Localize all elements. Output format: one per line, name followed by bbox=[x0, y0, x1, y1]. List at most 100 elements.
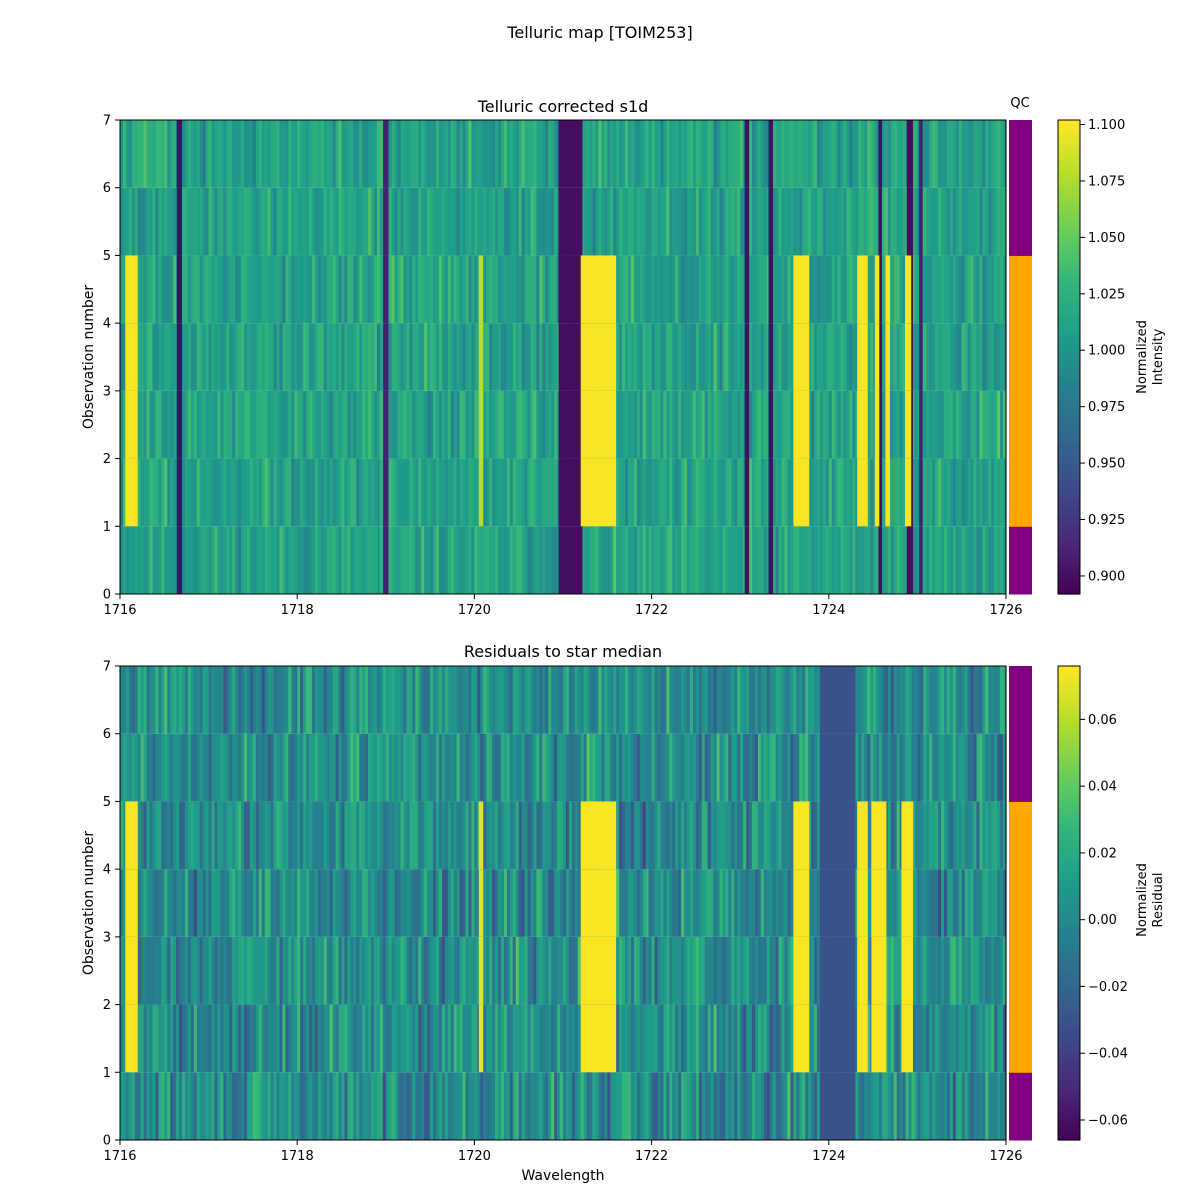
heatmap-cell bbox=[545, 1004, 549, 1073]
heatmap-cell bbox=[988, 323, 992, 391]
heatmap-cell bbox=[453, 801, 458, 870]
heatmap-cell bbox=[498, 936, 502, 1005]
colorbar-segment bbox=[1058, 127, 1080, 133]
heatmap-cell bbox=[456, 526, 461, 594]
heatmap-cell bbox=[311, 120, 316, 188]
heatmap-cell bbox=[199, 1004, 204, 1073]
heatmap-absorption-band bbox=[768, 526, 773, 594]
heatmap-cell bbox=[890, 801, 895, 870]
heatmap-cell bbox=[864, 187, 868, 256]
heatmap-cell bbox=[512, 323, 517, 391]
heatmap-cell bbox=[341, 666, 346, 734]
heatmap-absorption-band bbox=[383, 526, 389, 594]
heatmap-cell bbox=[660, 323, 665, 391]
heatmap-cell bbox=[873, 526, 877, 594]
heatmap-cell bbox=[929, 936, 933, 1005]
heatmap-cell bbox=[973, 666, 978, 734]
heatmap-cell bbox=[173, 1004, 177, 1073]
heatmap-cell bbox=[359, 255, 363, 324]
heatmap-bright-band bbox=[125, 869, 138, 937]
colorbar-segment bbox=[1058, 372, 1080, 378]
heatmap-cell bbox=[131, 666, 136, 734]
heatmap-cell bbox=[394, 1072, 399, 1140]
heatmap-cell bbox=[884, 1004, 889, 1073]
heatmap-cell bbox=[137, 458, 142, 527]
heatmap-cell bbox=[468, 801, 473, 870]
heatmap-cell bbox=[551, 187, 555, 256]
heatmap-cell bbox=[444, 666, 449, 734]
heatmap-cell bbox=[976, 869, 981, 937]
heatmap-cell bbox=[495, 390, 499, 459]
heatmap-cell bbox=[258, 801, 263, 870]
heatmap-cell bbox=[418, 526, 422, 594]
heatmap-cell bbox=[291, 1072, 295, 1140]
heatmap-cell bbox=[394, 458, 399, 527]
colorbar-segment bbox=[1058, 752, 1080, 758]
heatmap-cell bbox=[199, 936, 204, 1005]
heatmap-cell bbox=[639, 1004, 644, 1073]
heatmap-bright-band bbox=[857, 255, 868, 324]
heatmap-cell bbox=[757, 458, 762, 527]
heatmap-cell bbox=[214, 458, 219, 527]
heatmap-cell bbox=[433, 869, 437, 937]
heatmap-cell bbox=[613, 526, 617, 594]
heatmap-cell bbox=[394, 733, 399, 802]
heatmap-cell bbox=[244, 1004, 248, 1073]
heatmap-cell bbox=[625, 120, 629, 188]
heatmap-cell bbox=[436, 801, 440, 870]
heatmap-cell bbox=[743, 936, 747, 1005]
heatmap-cell bbox=[190, 801, 195, 870]
heatmap-cell bbox=[518, 1004, 523, 1073]
heatmap-cell bbox=[530, 801, 535, 870]
heatmap-cell bbox=[881, 390, 886, 459]
heatmap-cell bbox=[190, 733, 195, 802]
heatmap-cell bbox=[571, 801, 576, 870]
heatmap-cell bbox=[524, 869, 529, 937]
heatmap-cell bbox=[208, 255, 213, 324]
heatmap-cell bbox=[625, 526, 629, 594]
heatmap-cell bbox=[805, 120, 809, 188]
heatmap-cell bbox=[241, 733, 245, 802]
heatmap-cell bbox=[994, 255, 998, 324]
heatmap-cell bbox=[967, 1072, 972, 1140]
heatmap-cell bbox=[465, 936, 470, 1005]
heatmap-cell bbox=[229, 458, 233, 527]
heatmap-cell bbox=[530, 187, 535, 256]
heatmap-cell bbox=[781, 526, 786, 594]
heatmap-cell bbox=[949, 526, 954, 594]
heatmap-cell bbox=[666, 120, 670, 188]
heatmap-cell bbox=[551, 1072, 555, 1140]
heatmap-cell bbox=[985, 1004, 989, 1073]
heatmap-cell bbox=[622, 869, 626, 937]
colorbar-segment bbox=[1058, 1104, 1080, 1109]
heatmap-cell bbox=[182, 255, 186, 324]
heatmap-cell bbox=[229, 936, 233, 1005]
heatmap-cell bbox=[982, 255, 986, 324]
colorbar-segment bbox=[1058, 226, 1080, 232]
colorbar-segment bbox=[1058, 459, 1080, 465]
heatmap-cell bbox=[388, 255, 393, 324]
heatmap-cell bbox=[500, 1004, 505, 1073]
heatmap-cell bbox=[161, 458, 165, 527]
heatmap-cell bbox=[731, 666, 735, 734]
heatmap-cell bbox=[997, 323, 1001, 391]
heatmap-absorption-band bbox=[878, 120, 882, 188]
heatmap-cell bbox=[911, 801, 916, 870]
heatmap-cell bbox=[249, 526, 254, 594]
heatmap-cell bbox=[616, 255, 620, 324]
panel1-colorbar-label: Normalized Intensity bbox=[1135, 320, 1166, 394]
heatmap-cell bbox=[837, 187, 842, 256]
heatmap-cell bbox=[781, 801, 786, 870]
heatmap-cell bbox=[536, 936, 540, 1005]
heatmap-cell bbox=[740, 323, 744, 391]
heatmap-cell bbox=[196, 936, 201, 1005]
heatmap-cell bbox=[645, 1004, 650, 1073]
heatmap-cell bbox=[468, 1004, 473, 1073]
heatmap-cell bbox=[657, 869, 662, 937]
heatmap-cell bbox=[645, 1072, 650, 1140]
heatmap-cell bbox=[329, 936, 334, 1005]
heatmap-cell bbox=[943, 255, 948, 324]
heatmap-cell bbox=[220, 526, 224, 594]
qc-cell bbox=[1009, 390, 1032, 460]
heatmap-cell bbox=[734, 255, 738, 324]
